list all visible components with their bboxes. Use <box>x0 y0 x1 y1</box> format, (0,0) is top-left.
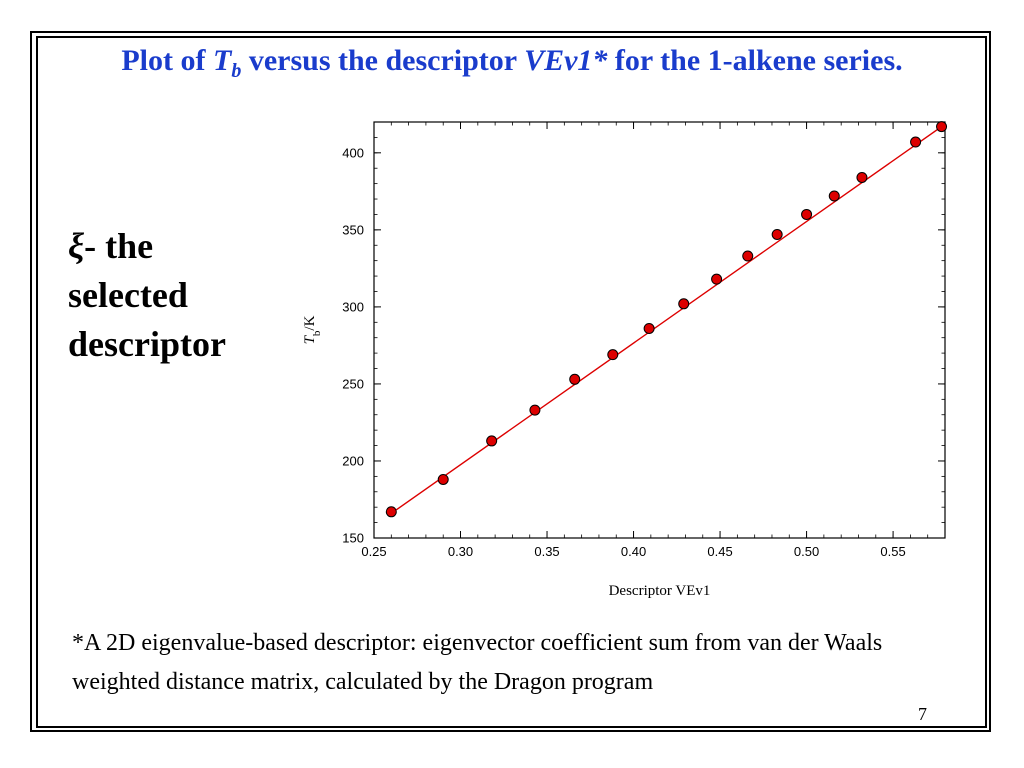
side-caption-line3: descriptor <box>68 324 226 364</box>
data-point <box>678 298 690 310</box>
slide-outer-frame <box>30 31 991 732</box>
title-text-3: for the 1-alkene series. <box>607 44 903 77</box>
title-tb-subscript: b <box>231 60 242 82</box>
data-point <box>936 121 948 133</box>
data-point <box>385 506 397 518</box>
x-tick-label: 0.25 <box>361 544 386 559</box>
x-tick-label: 0.50 <box>794 544 819 559</box>
y-tick-label: 300 <box>342 299 364 314</box>
fit-line <box>390 126 942 514</box>
data-point <box>771 228 783 240</box>
data-point <box>711 273 723 285</box>
footnote: *A 2D eigenvalue-based descriptor: eigen… <box>72 630 883 695</box>
title-tb-symbol: T <box>213 44 232 77</box>
data-point <box>486 435 498 447</box>
slide-inner-frame <box>36 36 987 728</box>
title-descriptor-name: VEv1* <box>524 44 608 77</box>
y-tick-label: 250 <box>342 376 364 391</box>
fit-line-group <box>390 126 942 514</box>
x-tick-label: 0.40 <box>621 544 646 559</box>
y-axis-label-symbol: T <box>302 334 318 344</box>
data-points <box>385 121 948 518</box>
data-point <box>607 349 619 361</box>
slide-title: Plot of Tb versus the descriptor VEv1* f… <box>0 44 1024 83</box>
y-tick-label: 400 <box>342 145 364 160</box>
y-axis-label: Tb/K <box>302 315 323 344</box>
y-tick-label: 150 <box>342 531 364 546</box>
x-axis-label: Descriptor VEv1 <box>609 583 711 599</box>
data-point <box>910 136 922 148</box>
x-tick-label: 0.45 <box>707 544 732 559</box>
data-point <box>801 208 813 220</box>
side-caption: ξ- the selected descriptor <box>68 222 226 369</box>
x-tick-label: 0.35 <box>534 544 559 559</box>
side-caption-line2: selected <box>68 275 188 315</box>
plot-frame <box>373 121 946 539</box>
axis-ticks: 0.25 0.30 0.35 0.40 0.45 0.50 0.55 150 200 250 300… <box>342 121 946 559</box>
data-point <box>569 373 581 385</box>
side-caption-line1: - the <box>84 226 154 266</box>
data-point <box>856 171 868 183</box>
data-point <box>437 473 449 485</box>
x-tick-label: 0.55 <box>880 544 905 559</box>
y-axis-label-subscript: b <box>311 330 323 336</box>
data-point <box>643 322 655 334</box>
y-tick-label: 350 <box>342 222 364 237</box>
xi-symbol: ξ <box>68 226 85 266</box>
data-point <box>828 190 840 202</box>
y-tick-label: 200 <box>342 453 364 468</box>
data-point <box>742 250 754 262</box>
title-text-1: Plot of <box>121 44 213 77</box>
x-tick-label: 0.30 <box>448 544 473 559</box>
y-axis-label-unit: /K <box>302 315 318 330</box>
title-text-2: versus the descriptor <box>241 44 525 77</box>
data-point <box>529 404 541 416</box>
page-number: 7 <box>918 704 927 724</box>
